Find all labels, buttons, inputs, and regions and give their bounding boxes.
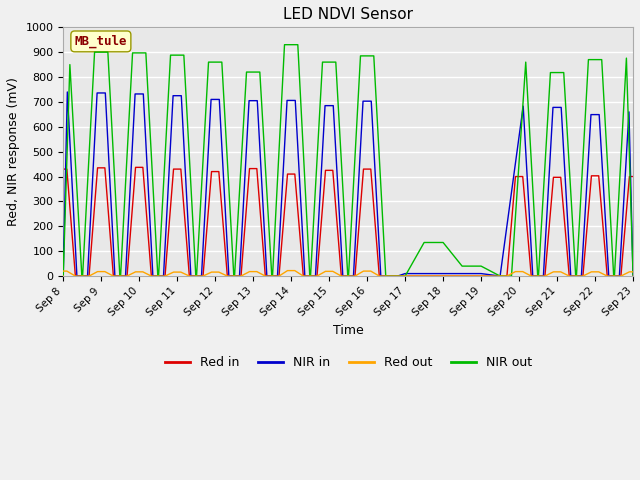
- Y-axis label: Red, NIR response (mV): Red, NIR response (mV): [7, 77, 20, 226]
- Legend: Red in, NIR in, Red out, NIR out: Red in, NIR in, Red out, NIR out: [159, 351, 537, 374]
- Title: LED NDVI Sensor: LED NDVI Sensor: [283, 7, 413, 22]
- Text: MB_tule: MB_tule: [75, 35, 127, 48]
- X-axis label: Time: Time: [333, 324, 364, 337]
